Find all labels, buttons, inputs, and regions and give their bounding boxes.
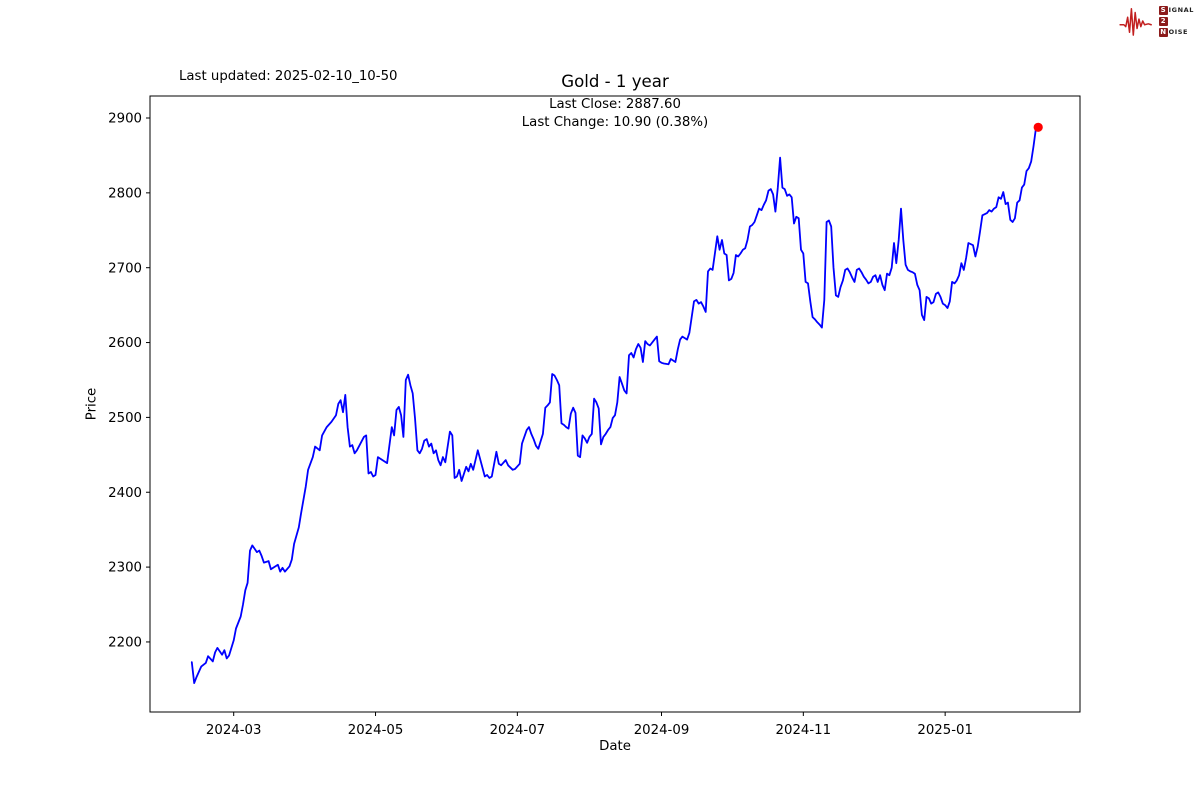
y-tick-label: 2500 [108,411,142,426]
chart-subtitle-last-close: Last Close: 2887.60 [549,97,681,112]
x-tick-label: 2024-09 [634,723,690,738]
brand-wordmark: S ignal 2 N oise [1158,5,1194,37]
wordmark-rest-noise: oise [1168,27,1189,36]
plot-frame [149,95,1081,713]
y-tick-label: 2400 [108,486,142,501]
y-tick-label: 2800 [108,186,142,201]
y-tick-label: 2700 [108,261,142,276]
x-tick-label: 2024-11 [776,723,832,738]
y-tick-label: 2300 [108,561,142,576]
brand-logo: S ignal 2 N oise [1118,5,1194,37]
price-line [190,126,1040,684]
wordmark-initial-n: N [1158,27,1168,37]
x-axis-label: Date [599,739,631,754]
x-tick-label: 2025-01 [917,723,973,738]
y-axis-label: Price [84,387,100,421]
last-price-marker [1033,122,1043,132]
wordmark-initial-2: 2 [1158,16,1168,26]
wordmark-row-noise: N oise [1158,27,1194,37]
y-tick-label: 2900 [108,112,142,127]
y-tick-label: 2600 [108,336,142,351]
wordmark-rest-signal: ignal [1168,5,1194,14]
chart-subtitle-last-change: Last Change: 10.90 (0.38%) [521,115,709,130]
y-tick-label: 2200 [108,636,142,651]
x-tick-label: 2024-03 [206,723,262,738]
last-updated-text: Last updated: 2025-02-10_10-50 [179,69,398,84]
waveform-icon [1118,8,1152,36]
wordmark-row-2: 2 [1158,16,1194,26]
chart-title: Gold - 1 year [561,72,669,91]
wordmark-initial-s: S [1158,5,1168,15]
x-tick-label: 2024-05 [348,723,404,738]
x-tick-label: 2024-07 [490,723,546,738]
wordmark-row-signal: S ignal [1158,5,1194,15]
